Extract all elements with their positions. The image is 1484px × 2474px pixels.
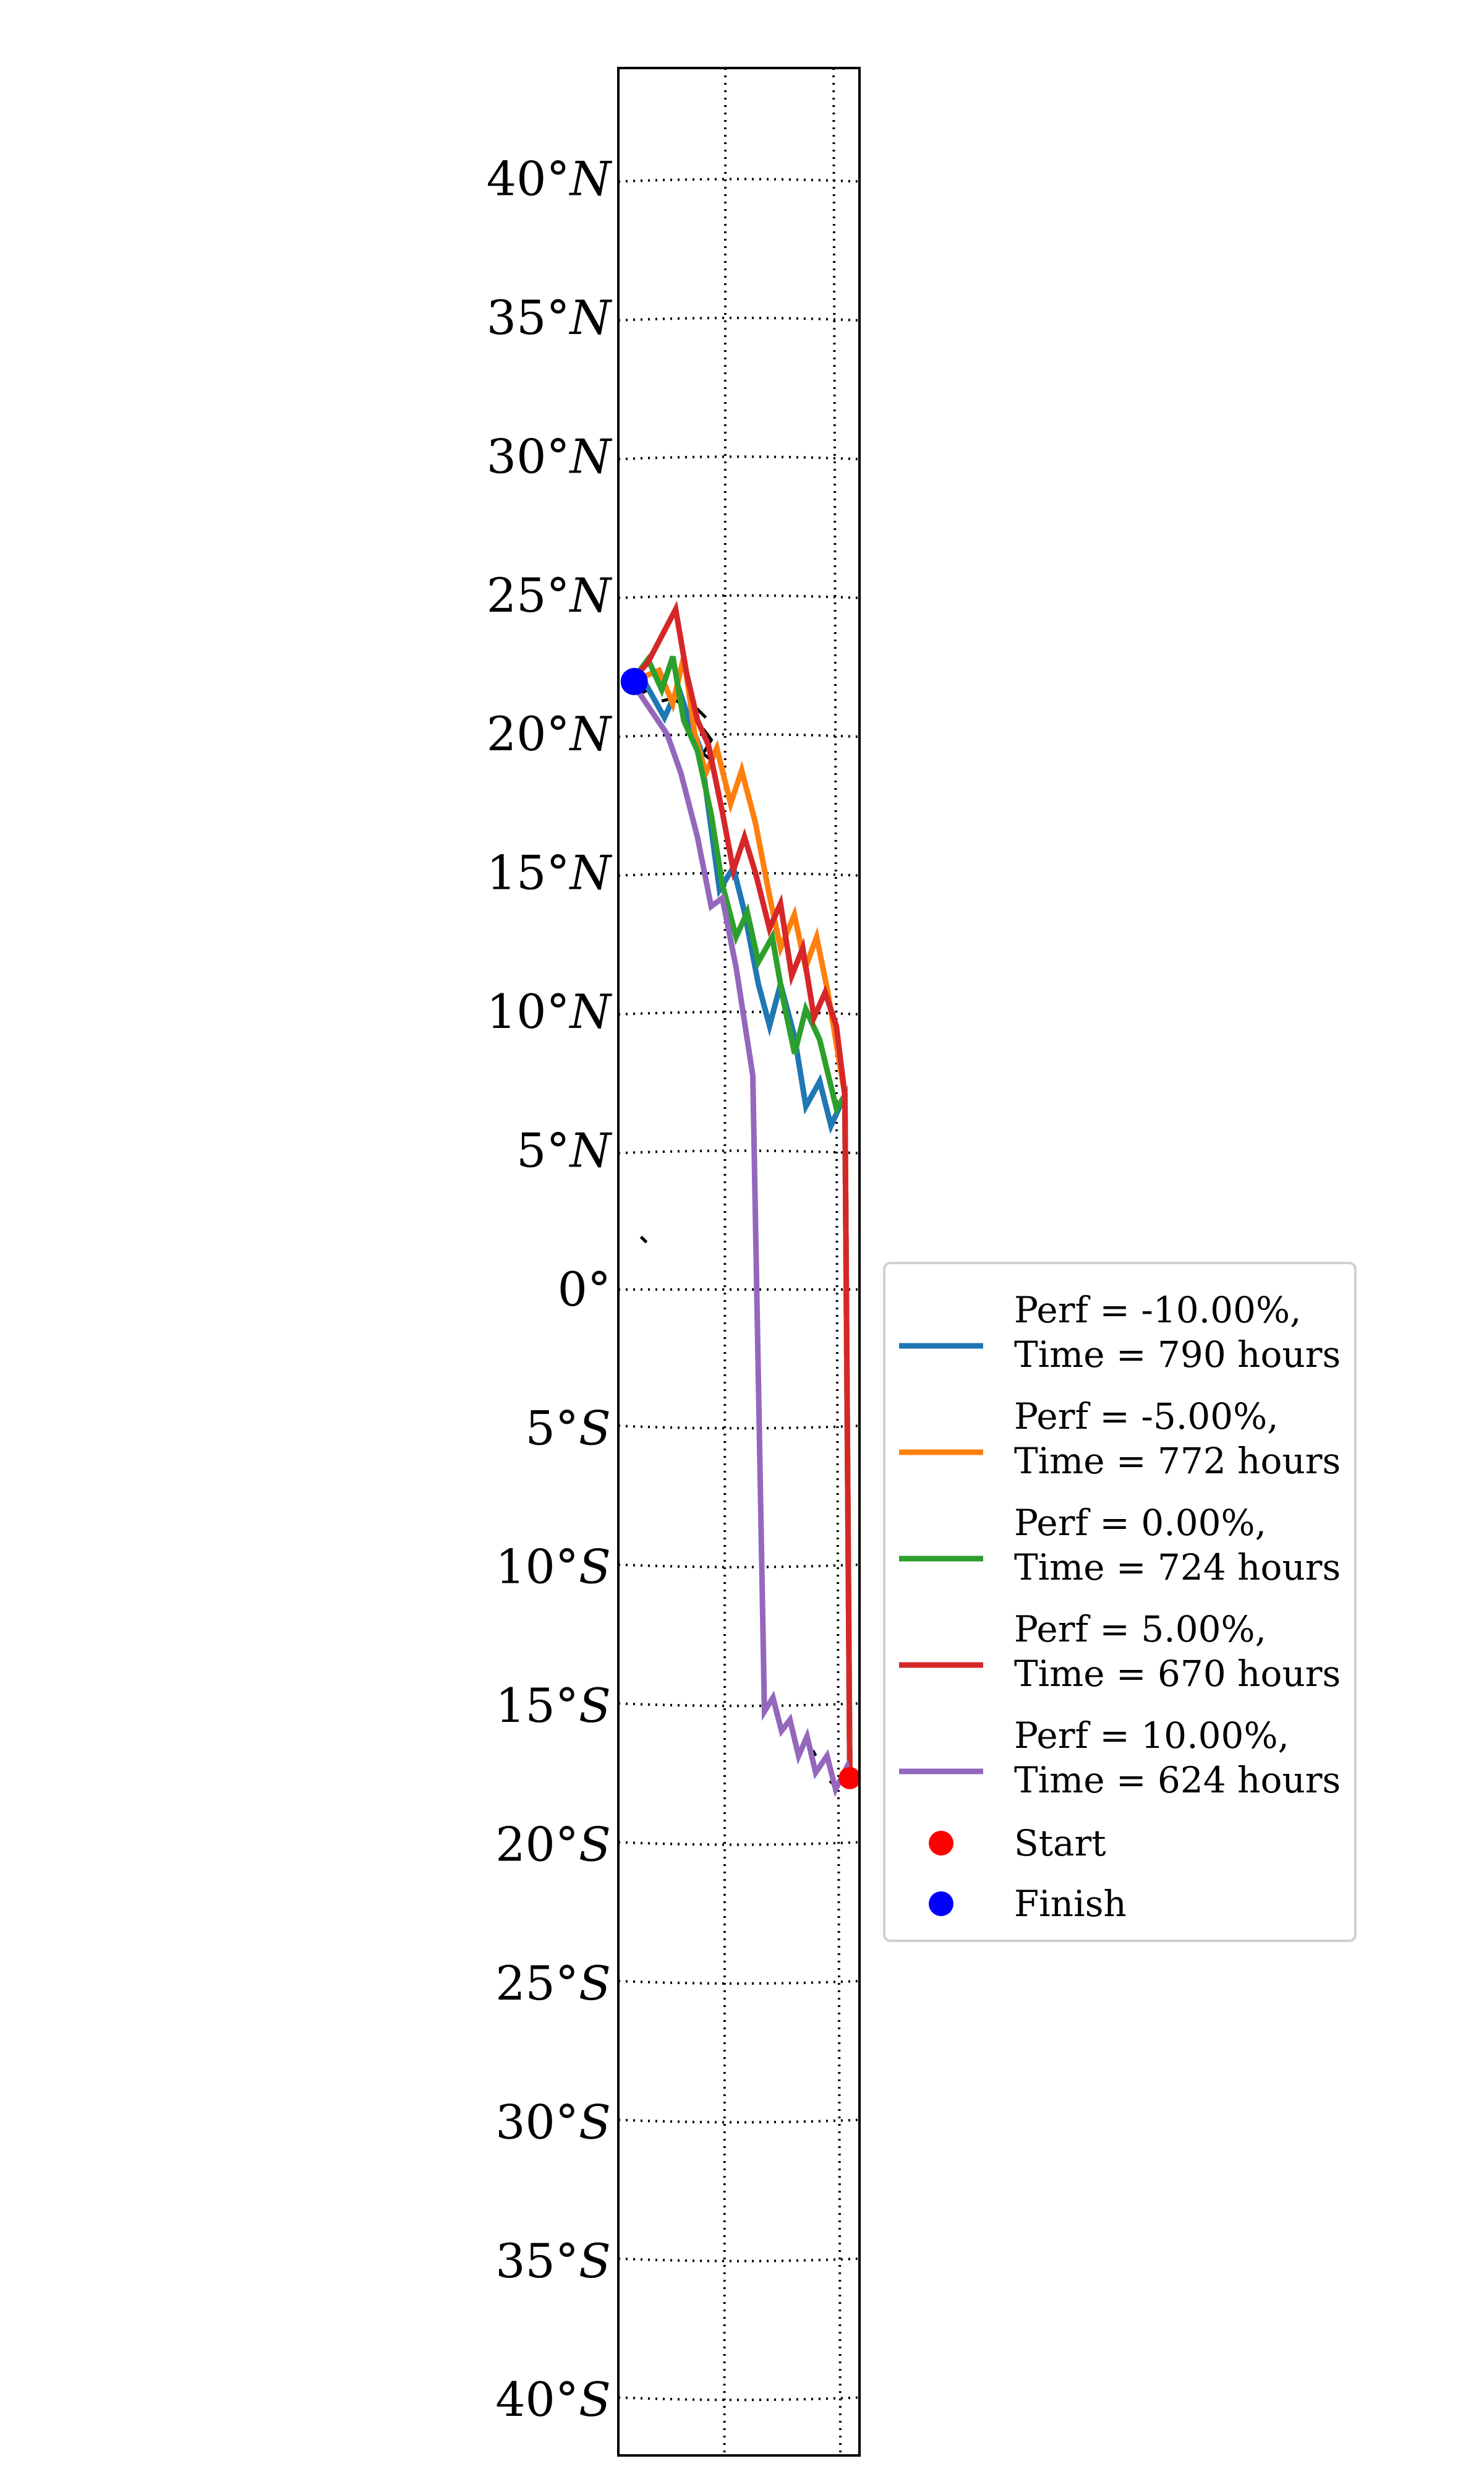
lat-tick-label: 15°N bbox=[487, 845, 613, 901]
legend-start-marker bbox=[929, 1831, 953, 1856]
markers bbox=[620, 667, 861, 1789]
parallel-line bbox=[618, 733, 859, 738]
legend-perf-label: Perf = 0.00%, bbox=[1014, 1502, 1266, 1544]
lat-tick-label: 30°N bbox=[487, 429, 613, 484]
parallel-line bbox=[618, 1011, 859, 1016]
legend-finish-label: Finish bbox=[1014, 1883, 1127, 1925]
parallel-line bbox=[618, 2257, 859, 2262]
lat-tick-label: 20°N bbox=[487, 706, 613, 761]
legend-start-label: Start bbox=[1014, 1822, 1106, 1864]
legend-time-label: Time = 772 hours bbox=[1014, 1440, 1341, 1482]
lat-tick-label: 40°S bbox=[495, 2372, 611, 2427]
parallel-line bbox=[618, 1563, 859, 1569]
lat-tick-label: 20°S bbox=[495, 1817, 611, 1872]
parallel-line bbox=[618, 455, 859, 461]
meridian-line bbox=[832, 68, 842, 2455]
lat-tick-label: 5°N bbox=[516, 1123, 612, 1178]
parallel-line bbox=[618, 316, 859, 322]
meridian-line bbox=[723, 68, 727, 2455]
parallel-line bbox=[618, 1702, 859, 1708]
parallel-line bbox=[618, 2396, 859, 2402]
lat-tick-label: 40°N bbox=[487, 152, 613, 207]
lat-tick-label: 15°S bbox=[495, 1678, 611, 1733]
legend-time-label: Time = 790 hours bbox=[1014, 1333, 1341, 1376]
legend: Perf = -10.00%,Time = 790 hours Perf = -5… bbox=[883, 1262, 1357, 1942]
lat-tick-label: 0° bbox=[558, 1262, 611, 1317]
parallel-line bbox=[618, 2118, 859, 2124]
legend-perf-label: Perf = -10.00%, bbox=[1014, 1289, 1302, 1331]
routes bbox=[629, 601, 853, 1797]
coastlines bbox=[633, 685, 837, 1788]
lat-tick-label: 10°N bbox=[487, 984, 613, 1039]
lat-tick-label: 35°N bbox=[487, 290, 613, 345]
lat-tick-label: 25°N bbox=[487, 568, 613, 623]
legend-perf-label: Perf = -5.00%, bbox=[1014, 1395, 1279, 1437]
start-marker bbox=[838, 1766, 861, 1789]
map-frame bbox=[617, 67, 861, 2457]
lat-tick-label: 30°S bbox=[495, 2094, 611, 2149]
lat-tick-label: 25°S bbox=[495, 1956, 611, 2011]
legend-perf-label: Perf = 5.00%, bbox=[1014, 1608, 1266, 1650]
graticule bbox=[618, 68, 859, 2455]
parallel-line bbox=[618, 1424, 859, 1430]
parallel-line bbox=[618, 1979, 859, 1985]
legend-time-label: Time = 670 hours bbox=[1014, 1653, 1341, 1695]
parallel-line bbox=[618, 1149, 859, 1155]
route-line-2 bbox=[629, 654, 853, 1778]
route-line-4 bbox=[629, 680, 853, 1797]
legend-box bbox=[883, 1262, 1357, 1942]
lat-tick-label: 35°S bbox=[495, 2233, 611, 2288]
parallel-line bbox=[618, 1841, 859, 1846]
parallel-line bbox=[618, 594, 859, 599]
legend-finish-marker bbox=[929, 1891, 953, 1916]
route-line-1 bbox=[630, 656, 853, 1778]
legend-perf-label: Perf = 10.00%, bbox=[1014, 1714, 1289, 1757]
route-line-3 bbox=[629, 601, 853, 1778]
legend-time-label: Time = 624 hours bbox=[1014, 1759, 1341, 1801]
parallel-line bbox=[618, 178, 859, 183]
coastline bbox=[639, 1235, 648, 1244]
route-line-0 bbox=[629, 669, 853, 1778]
parallel-line bbox=[618, 871, 859, 877]
lat-tick-label: 5°S bbox=[526, 1400, 611, 1455]
latitude-tick-labels: 40°N 35°N 30°N 25°N 20°N 15°N 10°N 5°N 0° 5°S 10°S… bbox=[487, 152, 613, 2428]
finish-marker bbox=[620, 667, 648, 695]
lat-tick-label: 10°S bbox=[495, 1539, 611, 1594]
legend-time-label: Time = 724 hours bbox=[1014, 1546, 1341, 1588]
